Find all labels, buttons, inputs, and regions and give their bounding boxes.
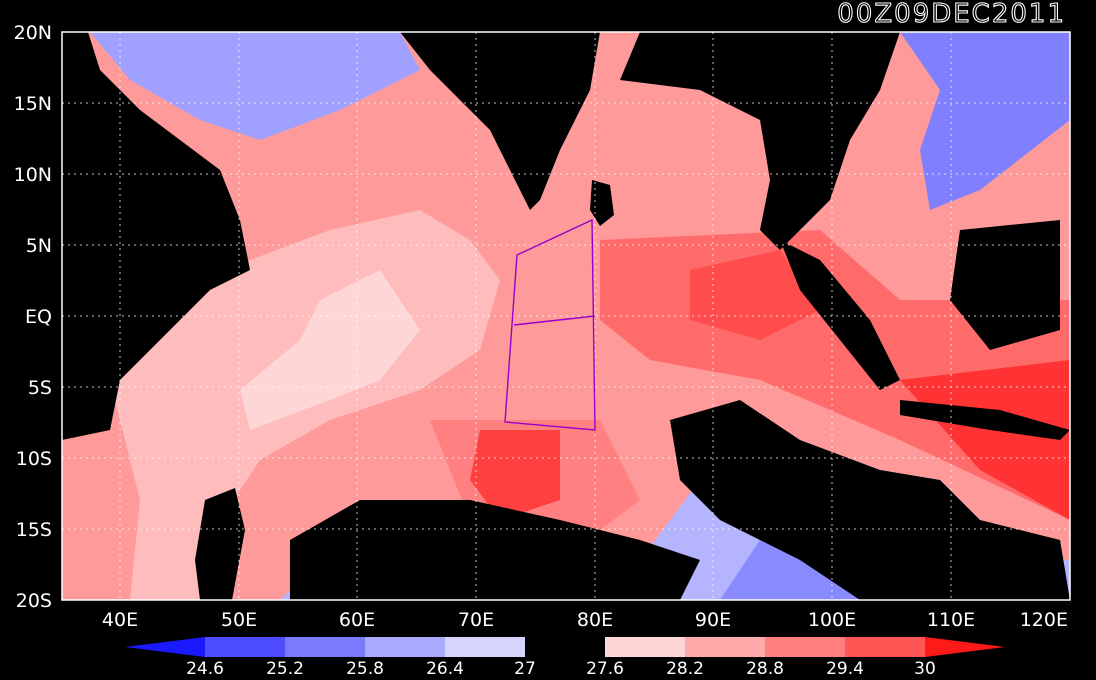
colorbar-tick-label: 28.2 (666, 659, 704, 679)
colorbar-tick-label: 28.8 (746, 659, 784, 679)
lon-label: 110E (927, 609, 975, 631)
lat-label: 10S (16, 448, 52, 470)
colorbar-segment (445, 637, 525, 657)
lat-label: 20N (14, 22, 52, 44)
colorbar-tick-label: 29.4 (826, 659, 864, 679)
lat-label: 15N (14, 93, 52, 115)
colorbar-segment (765, 637, 845, 657)
lat-axis: 20N 15N 10N 5N EQ 5S 10S 15S 20S (14, 22, 52, 612)
colorbar-segment (685, 637, 765, 657)
map-title: 00Z09DEC2011 (837, 0, 1066, 29)
lon-label: 120E (1020, 609, 1068, 631)
lat-label: 5S (28, 377, 52, 399)
colorbar-arrow-low (125, 637, 205, 657)
colorbar-tick-label: 25.8 (346, 659, 384, 679)
lat-label: 10N (14, 164, 52, 186)
colorbar-arrow-high (925, 637, 1005, 657)
colorbar-segment (285, 637, 365, 657)
colorbar-tick-label: 25.2 (266, 659, 304, 679)
lon-axis: 40E 50E 60E 70E 80E 90E 100E 110E 120E (102, 609, 1068, 631)
lon-label: 50E (221, 609, 257, 631)
lon-label: 60E (339, 609, 375, 631)
lon-label: 70E (458, 609, 494, 631)
colorbar-tick-label: 30 (914, 659, 936, 679)
colorbar-segment (205, 637, 285, 657)
lat-label: 5N (26, 235, 52, 257)
lon-label: 40E (102, 609, 138, 631)
colorbar-tick-label: 24.6 (186, 659, 224, 679)
colorbar-segment (365, 637, 445, 657)
colorbar-tick-label: 26.4 (426, 659, 464, 679)
colorbar-segment (605, 637, 685, 657)
lon-label: 100E (808, 609, 856, 631)
land-masses (62, 32, 1070, 600)
colorbar-tick-label: 27.6 (586, 659, 624, 679)
lat-label: 20S (16, 590, 52, 612)
lat-label: 15S (16, 519, 52, 541)
lon-label: 90E (695, 609, 731, 631)
lon-label: 80E (577, 609, 613, 631)
colorbar: 24.6 25.2 25.8 26.4 27 27.6 28.2 28.8 29.4 30 (125, 637, 1005, 679)
colorbar-tick-label: 27 (514, 659, 536, 679)
colorbar-segment (845, 637, 925, 657)
colorbar-segment (525, 637, 605, 657)
study-region-box (504, 218, 596, 431)
lat-label: EQ (25, 306, 52, 328)
map-frame (61, 31, 1071, 601)
